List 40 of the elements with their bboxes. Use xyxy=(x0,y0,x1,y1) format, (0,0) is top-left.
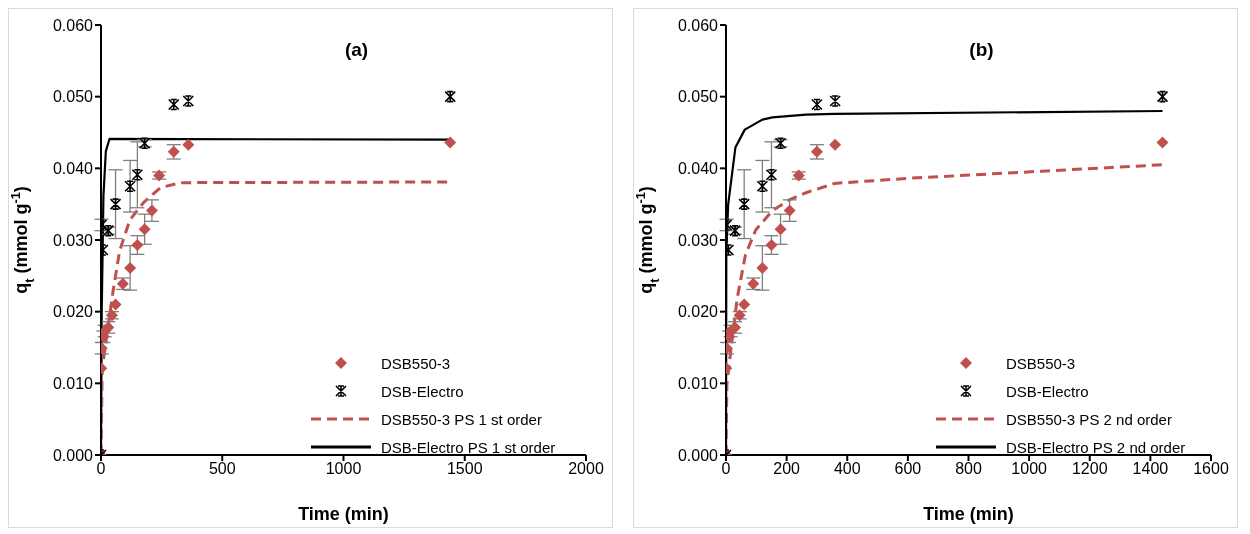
x-tick-label: 1000 xyxy=(325,460,362,478)
y-tick-label: 0.040 xyxy=(677,160,719,178)
y-tick-label: 0.030 xyxy=(52,231,94,249)
y-tick-label: 0.020 xyxy=(52,303,94,321)
y-tick-label: 0.040 xyxy=(52,160,94,178)
y-tick-label: 0.060 xyxy=(52,16,94,34)
x-tick-label: 0 xyxy=(721,460,731,478)
y-tick-label: 0.020 xyxy=(677,303,719,321)
x-tick-label: 200 xyxy=(773,460,801,478)
legend-label: DSB550-3 xyxy=(1006,354,1076,372)
x-tick-label: 2000 xyxy=(568,460,604,478)
x-tick-label: 600 xyxy=(894,460,922,478)
x-tick-label: 1400 xyxy=(1132,460,1169,478)
legend-label: DSB550-3 xyxy=(381,354,451,372)
text: (a) xyxy=(343,39,370,61)
y-tick-label: 0.010 xyxy=(677,375,719,393)
x-axis-title: Time (min) xyxy=(298,503,389,524)
x-tick-label: 1200 xyxy=(1071,460,1108,478)
legend-label: DSB550-3 PS 2 nd order xyxy=(1006,410,1172,428)
x-tick-label: 800 xyxy=(955,460,982,478)
y-tick-label: 0.010 xyxy=(52,375,94,393)
y-tick-label: 0.000 xyxy=(677,446,719,464)
legend-label: DSB-Electro PS 1 st order xyxy=(381,438,556,456)
x-tick-label: 500 xyxy=(208,460,236,478)
text: (b) xyxy=(968,39,995,61)
y-tick-label: 0.050 xyxy=(677,88,719,106)
y-tick-label: 0.030 xyxy=(677,231,719,249)
x-tick-label: 1500 xyxy=(446,460,483,478)
y-tick-label: 0.060 xyxy=(677,16,719,34)
legend-label: DSB-Electro xyxy=(1006,382,1089,400)
x-tick-label: 1000 xyxy=(1011,460,1048,478)
legend-label: DSB-Electro xyxy=(381,382,464,400)
y-tick-label: 0.000 xyxy=(52,446,94,464)
x-tick-label: 1600 xyxy=(1193,460,1229,478)
x-tick-label: 400 xyxy=(833,460,861,478)
x-tick-label: 0 xyxy=(96,460,106,478)
legend-label: DSB-Electro PS 2 nd order xyxy=(1006,438,1186,456)
y-tick-label: 0.050 xyxy=(52,88,94,106)
x-axis-title: Time (min) xyxy=(923,503,1014,524)
legend-label: DSB550-3 PS 1 st order xyxy=(381,410,542,428)
